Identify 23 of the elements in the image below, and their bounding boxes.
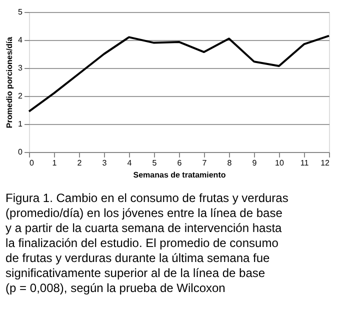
x-tick-label: 12	[320, 158, 330, 168]
y-tick-label: 0	[18, 148, 24, 156]
line-series	[28, 34, 330, 112]
x-tick-label: 3	[102, 158, 108, 168]
x-tick-label: 10	[275, 158, 284, 168]
x-tick-label: 9	[252, 158, 258, 168]
x-axis-title: Semanas de tratamiento	[133, 170, 226, 180]
y-tick-label: 4	[18, 36, 24, 44]
x-tick-label: 7	[202, 158, 208, 168]
x-tick-label: 5	[152, 158, 158, 168]
x-tick-label: 1	[52, 158, 58, 168]
text: Figura 1. Cambio en el consumo de frutas y verduras (promedio/día) en los jóvenes entre la línea de base y a partir de la cuarta semana de intervención hasta la finalización del estudio. El promedio de consumo de frutas y verduras durante la última semana fue significativamente superior al de la línea de base (p = 0,008), según la prueba de Wilcoxon	[6, 191, 288, 295]
y-tick-label: 5	[18, 8, 24, 16]
x-tick-label: 2	[77, 158, 82, 168]
y-tick-label: 2	[18, 92, 24, 100]
x-tick-label: 6	[177, 158, 182, 168]
y-axis-title: Promedio porciones/día	[5, 36, 14, 128]
y-tick-label: 3	[18, 64, 24, 72]
y-tick-label: 1	[18, 120, 24, 128]
x-tick-label: 8	[227, 158, 232, 168]
x-tick-label: 11	[300, 158, 310, 168]
x-tick-label: 0	[30, 158, 34, 168]
x-tick-label: 4	[127, 158, 132, 168]
